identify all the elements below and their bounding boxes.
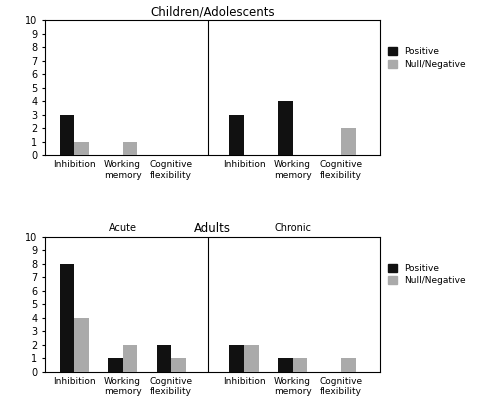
- Bar: [122, 345, 137, 372]
- Bar: [60, 115, 74, 155]
- Bar: [74, 318, 88, 372]
- Bar: [244, 345, 258, 372]
- Bar: [341, 358, 355, 372]
- Title: Adults: Adults: [194, 222, 231, 236]
- Bar: [122, 142, 137, 155]
- Bar: [230, 345, 244, 372]
- Bar: [278, 358, 292, 372]
- Bar: [278, 101, 292, 155]
- Bar: [74, 142, 88, 155]
- Title: Children/Adolescents: Children/Adolescents: [150, 6, 275, 19]
- Bar: [341, 128, 355, 155]
- Bar: [292, 358, 307, 372]
- Legend: Positive, Null/Negative: Positive, Null/Negative: [388, 264, 466, 286]
- Bar: [230, 115, 244, 155]
- Bar: [60, 264, 74, 372]
- Legend: Positive, Null/Negative: Positive, Null/Negative: [388, 47, 466, 69]
- Text: Chronic: Chronic: [274, 223, 311, 233]
- Bar: [171, 358, 186, 372]
- Bar: [108, 358, 122, 372]
- Bar: [156, 345, 171, 372]
- Text: Acute: Acute: [108, 223, 136, 233]
